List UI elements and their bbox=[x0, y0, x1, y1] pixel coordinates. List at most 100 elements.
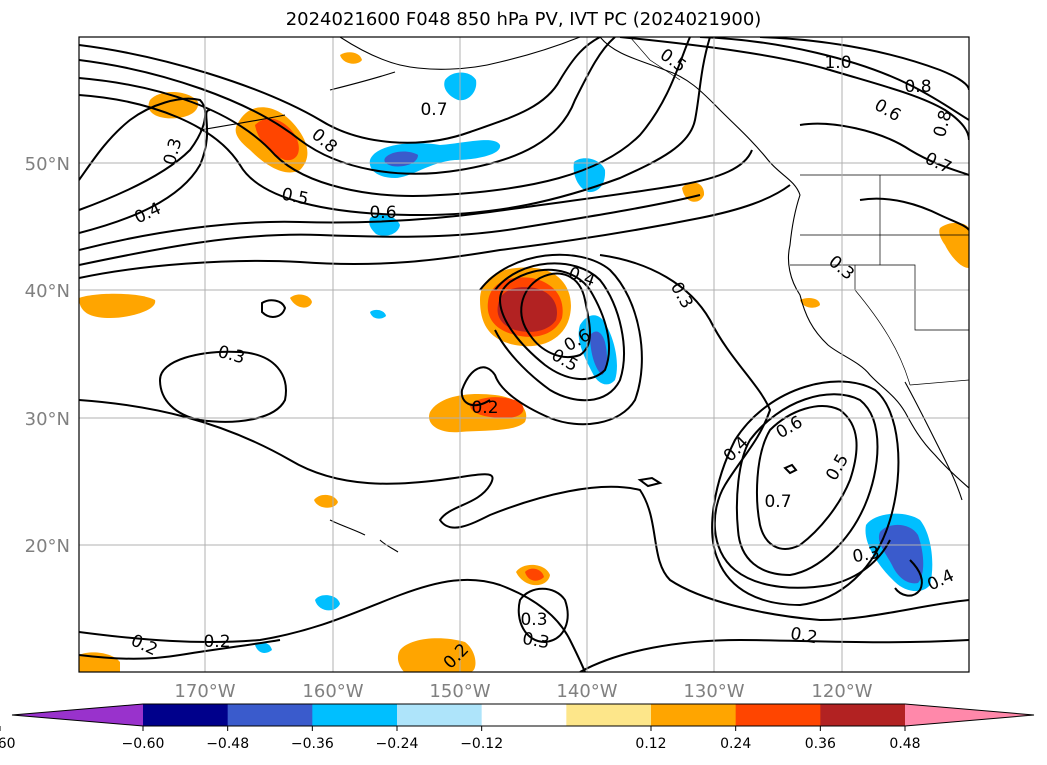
contour-line bbox=[699, 37, 969, 121]
contour-line bbox=[520, 272, 591, 358]
lon-label: 170°W bbox=[174, 681, 235, 702]
contour-label: 0.2 bbox=[471, 398, 498, 418]
colorbar-tick-label: 0.48 bbox=[889, 736, 920, 752]
colorbar-tick-label: 0.36 bbox=[805, 736, 836, 752]
contour-line bbox=[783, 463, 798, 475]
colorbar-segment bbox=[566, 704, 652, 726]
contour-line bbox=[79, 639, 281, 660]
contour-line bbox=[859, 197, 969, 231]
colorbar-segment bbox=[735, 704, 821, 726]
shading-blob bbox=[369, 214, 400, 236]
lon-label: 160°W bbox=[302, 681, 363, 702]
border-state bbox=[790, 264, 969, 331]
map-gridlines bbox=[79, 37, 969, 672]
lon-labels: 170°W 160°W 150°W 140°W 130°W 120°W bbox=[174, 681, 872, 702]
contour-label: 0.8 bbox=[904, 77, 931, 97]
coastline-alaska bbox=[339, 37, 581, 70]
lat-label: 20°N bbox=[25, 536, 70, 557]
political-borders bbox=[629, 37, 969, 386]
contour-line bbox=[79, 37, 616, 175]
shading-blob bbox=[314, 494, 338, 508]
colorbar-segment bbox=[397, 704, 483, 726]
contour-line bbox=[79, 149, 753, 251]
colorbar-segment bbox=[651, 704, 737, 726]
shading-blob bbox=[497, 287, 558, 332]
contour-label: 0.7 bbox=[764, 492, 791, 512]
colorbar-segment bbox=[143, 704, 229, 726]
shading-blob bbox=[255, 642, 272, 653]
contour-line bbox=[79, 37, 601, 144]
border-us-mexico bbox=[909, 379, 969, 386]
contour-line bbox=[759, 37, 969, 91]
shading-blob bbox=[340, 52, 362, 64]
contour-line bbox=[79, 184, 791, 279]
lon-label: 120°W bbox=[811, 681, 872, 702]
lat-label: 40°N bbox=[25, 281, 70, 302]
contour-label: 1.0 bbox=[824, 53, 851, 73]
colorbar-tick-label: −0.12 bbox=[460, 736, 503, 752]
shading-positive bbox=[79, 52, 969, 672]
contour-line bbox=[894, 559, 923, 597]
contour-line bbox=[711, 380, 900, 607]
contour-line bbox=[79, 97, 207, 211]
contour-line bbox=[498, 268, 611, 381]
shading-blob bbox=[525, 568, 544, 581]
contour-label: 0.2 bbox=[789, 624, 819, 648]
colorbar-tick-label: −0.24 bbox=[376, 736, 419, 752]
colorbar-tick-label: −0.36 bbox=[291, 736, 334, 752]
shading-blob bbox=[370, 309, 386, 319]
coastlines bbox=[199, 37, 969, 553]
coastline-north-america bbox=[599, 37, 969, 489]
contour-label: 0.3 bbox=[851, 543, 881, 567]
shading-blob bbox=[800, 297, 820, 308]
contour-line bbox=[460, 253, 643, 426]
shading-blob bbox=[79, 293, 156, 318]
shading-blob bbox=[878, 524, 924, 584]
contour-line bbox=[494, 262, 625, 402]
colorbar-tick-label: −0.48 bbox=[206, 736, 249, 752]
contour-line bbox=[158, 350, 287, 423]
colorbar-segment bbox=[481, 704, 567, 726]
colorbar-segment bbox=[820, 704, 906, 726]
lon-label: 140°W bbox=[556, 681, 617, 702]
lon-label: 150°W bbox=[429, 681, 490, 702]
colorbar-segment bbox=[312, 704, 398, 726]
contour-line bbox=[79, 37, 711, 217]
contour-line bbox=[79, 109, 211, 234]
contour-line bbox=[735, 393, 879, 577]
coastline-aleutians bbox=[199, 71, 396, 131]
colorbar-tick-label: 0.12 bbox=[635, 736, 666, 752]
contour-line bbox=[517, 587, 569, 644]
shading-blob bbox=[397, 638, 476, 672]
contour-line bbox=[79, 194, 701, 266]
colorbar-tick-label: 0.60 bbox=[0, 736, 16, 752]
colorbar-tick-label: −0.60 bbox=[122, 736, 165, 752]
contour-line bbox=[599, 254, 891, 589]
lat-label: 50°N bbox=[25, 154, 70, 175]
lat-labels: 50°N 40°N 30°N 20°N bbox=[25, 154, 70, 557]
contour-line bbox=[579, 638, 969, 672]
pv-contours bbox=[79, 37, 969, 672]
contour-line bbox=[79, 399, 969, 622]
shading-blob bbox=[255, 118, 299, 161]
contour-line bbox=[261, 299, 287, 318]
border-state bbox=[854, 175, 911, 386]
shading-blob bbox=[573, 158, 606, 193]
shading-blob bbox=[590, 331, 607, 375]
coastline-baja bbox=[904, 381, 963, 501]
shading-blob bbox=[290, 294, 312, 308]
contour-line bbox=[799, 122, 969, 176]
contour-label: 0.6 bbox=[369, 203, 396, 223]
lon-label: 130°W bbox=[683, 681, 744, 702]
map-frame bbox=[78, 36, 970, 673]
contour-label: 0.2 bbox=[203, 632, 230, 652]
lat-label: 30°N bbox=[25, 409, 70, 430]
contour-line bbox=[756, 405, 858, 550]
contour-line bbox=[79, 37, 691, 197]
shading-blob bbox=[470, 397, 524, 418]
contour-label: 0.7 bbox=[420, 100, 447, 120]
colorbar-tick-labels: −0.60 −0.48 −0.36 −0.24 −0.12 0.12 0.24 0.36 0.4… bbox=[0, 726, 921, 752]
colorbar-extend-low bbox=[12, 704, 143, 726]
contour-label: 0.3 bbox=[521, 629, 551, 653]
